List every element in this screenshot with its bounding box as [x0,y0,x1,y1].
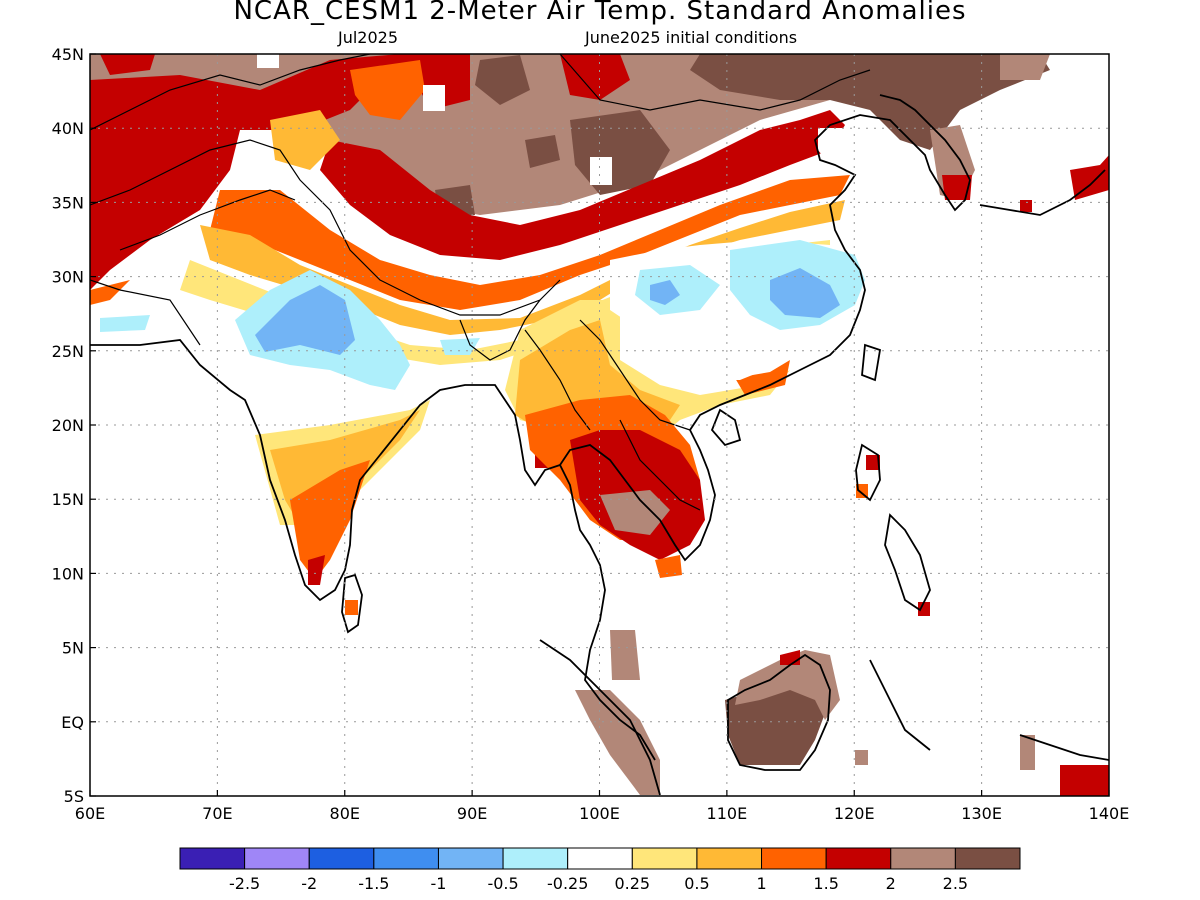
northwest-red [90,54,470,290]
colorbar-label: -0.25 [547,874,588,893]
lat-tick-label: 35N [52,193,84,212]
colorbar-swatch [696,847,763,870]
colorbar-swatch [890,847,956,870]
initial-conditions: June2025 initial conditions [585,28,798,47]
colorbar-swatch [244,847,310,870]
colorbar-label: -1.5 [358,874,389,893]
lat-tick-label: 10N [52,564,84,583]
colorbar-swatch [567,847,633,870]
lat-tick-label: EQ [61,713,84,732]
colorbar-label: -0.5 [487,874,518,893]
colorbar-label: 1 [756,874,766,893]
colorbar-swatch [308,847,375,870]
lat-tick-label: 5N [62,639,84,658]
colorbar-swatch [631,847,698,870]
lat-axis: 5S EQ 5N 10N 15N 20N 25N 30N 35N 40N 45N [52,45,96,806]
lon-tick-label: 140E [1089,804,1130,823]
lon-tick-label: 120E [834,804,875,823]
colorbar-swatch [502,847,569,870]
colorbar-label: 1.5 [813,874,838,893]
lon-tick-label: 100E [579,804,620,823]
colorbar-label: 0.25 [614,874,650,893]
lon-tick-label: 70E [202,804,232,823]
lat-tick-label: 45N [52,45,84,64]
colorbar-swatch [437,847,504,870]
colorbar-swatch [825,847,892,870]
lon-tick-label: 110E [707,804,748,823]
colorbar: -2.5 -2 -1.5 -1 -0.5 -0.25 0.25 0.5 1 1.5 2 2.5 [179,847,1021,893]
coastlines [90,94,1109,796]
colorbar-swatch [373,847,439,870]
lon-tick-label: 90E [457,804,487,823]
colorbar-label: -1 [430,874,446,893]
country-borders [90,54,871,511]
lon-tick-label: 130E [961,804,1002,823]
forecast-month: Jul2025 [338,28,399,47]
lat-tick-label: 15N [52,490,84,509]
lon-tick-label: 60E [75,804,105,823]
colorbar-label: 2 [886,874,896,893]
india-blue [255,285,355,355]
colorbar-label: -2.5 [229,874,260,893]
lon-axis: 60E 70E 80E 90E 100E 110E 120E 130E 140E [75,790,1130,823]
colorbar-swatch [179,847,246,870]
lat-tick-label: 30N [52,268,84,287]
lat-tick-label: 25N [52,342,84,361]
colorbar-swatch [761,847,827,870]
map-title: NCAR_CESM1 2-Meter Air Temp. Standard An… [233,0,967,26]
lon-tick-label: 80E [330,804,360,823]
colorbar-swatch [954,847,1021,870]
colorbar-label: -2 [301,874,317,893]
lat-tick-label: 5S [64,787,84,806]
mongolia-dark-brown [690,54,1050,150]
colorbar-label: 0.5 [684,874,709,893]
lat-tick-label: 20N [52,416,84,435]
gridlines [90,54,1109,796]
lat-tick-label: 40N [52,119,84,138]
colorbar-label: 2.5 [943,874,968,893]
china-blue [770,268,840,318]
